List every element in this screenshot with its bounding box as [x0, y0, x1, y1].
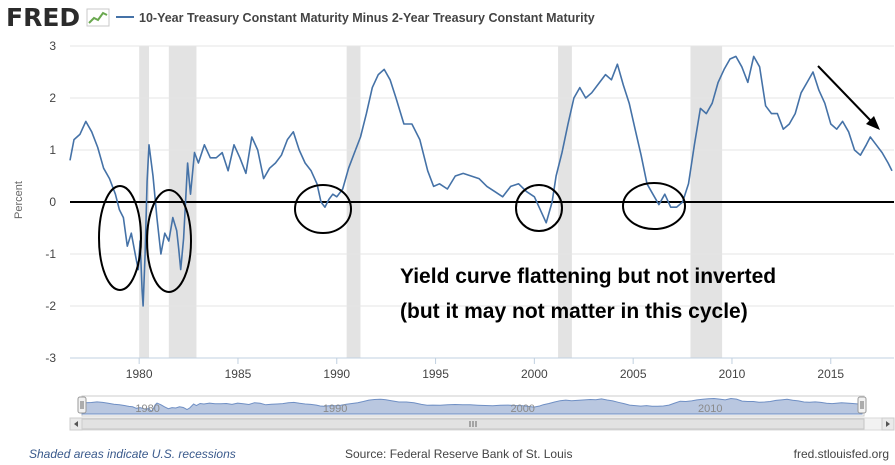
- y-axis-ticks: -3 -2 -1 0 1 2 3: [45, 39, 56, 365]
- x-tick-label: 1995: [422, 367, 449, 381]
- navigator-label: 1980: [135, 403, 159, 415]
- trend-arrow: [817, 65, 880, 130]
- ellipse-1979: [98, 185, 142, 291]
- chevron-right-icon: [886, 421, 890, 427]
- ellipse-1982: [146, 189, 192, 293]
- x-tick-label: 1990: [323, 367, 350, 381]
- legend-series-title: 10-Year Treasury Constant Maturity Minus…: [139, 11, 595, 25]
- annotation-line-1: Yield curve flattening but not inverted: [400, 265, 776, 288]
- y-tick-label: -1: [45, 247, 56, 261]
- y-tick-label: 0: [49, 195, 56, 209]
- footer-recession-note: Shaded areas indicate U.S. recessions: [29, 447, 236, 461]
- fred-logo[interactable]: FRED: [6, 3, 80, 32]
- navigator-left-handle[interactable]: [77, 396, 87, 414]
- x-tick-label: 2005: [620, 367, 647, 381]
- ellipse-2006: [622, 182, 686, 230]
- navigator-area: [81, 397, 863, 415]
- x-tick-label: 1980: [126, 367, 153, 381]
- x-tick-label: 1985: [225, 367, 252, 381]
- y-axis-label: Percent: [13, 181, 25, 219]
- scrollbar[interactable]: [69, 417, 895, 431]
- y-tick-label: 3: [49, 39, 56, 53]
- y-tick-label: 2: [49, 91, 56, 105]
- navigator[interactable]: 1980 1990 2000 2010: [77, 395, 867, 417]
- footer-source: Source: Federal Reserve Bank of St. Loui…: [345, 447, 572, 461]
- navigator-label: 2010: [698, 403, 722, 415]
- navigator-label: 2000: [510, 403, 534, 415]
- chart-icon: [86, 8, 110, 27]
- annotation-line-2: (but it may not matter in this cycle): [400, 300, 748, 323]
- ellipse-1989: [294, 184, 352, 234]
- y-tick-label: -3: [45, 351, 56, 365]
- x-tick-label: 2000: [521, 367, 548, 381]
- navigator-labels: 1980 1990 2000 2010: [135, 403, 722, 415]
- series-line: [69, 55, 893, 307]
- scrollbar-grip-icon: [469, 421, 477, 427]
- y-tick-label: 1: [49, 143, 56, 157]
- navigator-label: 1990: [323, 403, 347, 415]
- y-tick-label: -2: [45, 299, 56, 313]
- chevron-left-icon: [74, 421, 78, 427]
- x-tick-label: 2010: [719, 367, 746, 381]
- annotation-ellipses: [98, 182, 686, 293]
- x-axis-ticks: 1980 1985 1990 1995 2000 2005 2010 2015: [70, 357, 894, 381]
- footer-url[interactable]: fred.stlouisfed.org: [794, 447, 889, 461]
- ellipse-2000: [515, 184, 563, 232]
- navigator-right-handle[interactable]: [857, 396, 867, 414]
- x-tick-label: 2015: [817, 367, 844, 381]
